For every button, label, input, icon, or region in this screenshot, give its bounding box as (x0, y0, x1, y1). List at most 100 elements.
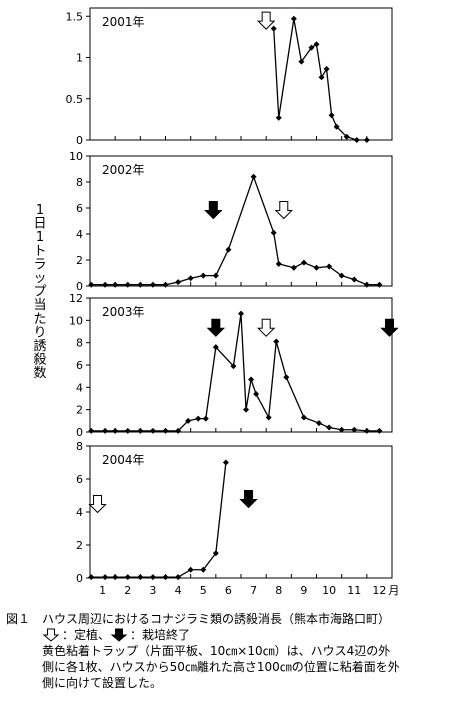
data-point (230, 363, 237, 370)
series-line (91, 176, 380, 286)
data-point (363, 137, 370, 143)
x-tick-label: 11 (347, 584, 361, 597)
y-tick-label: 12 (69, 292, 83, 305)
data-point (222, 459, 229, 466)
year-label: 2001年 (102, 15, 145, 29)
data-point (328, 112, 335, 119)
data-point (137, 574, 144, 581)
data-point (363, 281, 370, 288)
data-point (88, 427, 95, 434)
data-point (137, 427, 144, 434)
y-tick-label: 0 (76, 572, 83, 585)
data-point (270, 25, 277, 32)
y-tick-label: 2 (76, 404, 83, 417)
data-point (290, 15, 297, 22)
y-tick-label: 0 (76, 280, 83, 293)
data-point (376, 427, 383, 434)
data-point (253, 391, 260, 398)
chart-panel: 0 2 4 6 8 10 2002年 (69, 150, 393, 293)
x-tick-label: 1 (99, 584, 106, 597)
data-point (162, 281, 169, 288)
data-point (124, 427, 131, 434)
chart-panel: 0 2 4 6 8 10 12 2003年 (69, 292, 399, 439)
data-point (243, 406, 250, 413)
x-tick-label: 6 (225, 584, 232, 597)
data-point (149, 574, 156, 581)
data-point (112, 281, 119, 288)
data-point (351, 426, 358, 433)
chart-panel: 0 2 4 6 8 2004年 (76, 440, 393, 585)
y-tick-label: 10 (69, 150, 83, 163)
y-tick-label: 8 (76, 440, 83, 453)
y-axis-label-char: 1 (36, 230, 44, 245)
y-tick-label: 1 (76, 52, 83, 65)
data-point (318, 74, 325, 81)
y-tick-label: 4 (76, 381, 83, 394)
data-point (248, 376, 255, 383)
y-axis-label-char: 1 (36, 203, 44, 218)
data-point (326, 424, 333, 431)
y-axis-label-char: 日 (33, 217, 46, 232)
caption-note-line: 黄色粘着トラップ（片面平板、10㎝×10㎝）は、ハウス4辺の外 (42, 644, 391, 658)
y-tick-label: 0.5 (66, 93, 84, 106)
y-tick-label: 2 (76, 254, 83, 267)
data-point (225, 246, 232, 253)
y-axis-label-char: ラ (33, 257, 46, 272)
y-axis-label-char: プ (33, 285, 46, 300)
data-point (175, 427, 182, 434)
data-point (112, 427, 119, 434)
data-point (212, 272, 219, 279)
end-arrow-icon (206, 318, 226, 337)
y-tick-label: 2 (76, 539, 83, 552)
x-tick-label: 8 (275, 584, 282, 597)
data-point (363, 427, 370, 434)
data-point (338, 426, 345, 433)
data-point (212, 344, 219, 351)
y-axis-label-char: ト (33, 244, 46, 259)
data-point (300, 259, 307, 266)
planting-arrow-icon (256, 318, 276, 337)
data-point (187, 566, 194, 573)
data-point (175, 574, 182, 581)
data-point (124, 281, 131, 288)
x-tick-label: 7 (250, 584, 257, 597)
data-point (326, 263, 333, 270)
data-point (290, 264, 297, 271)
y-axis-label-char: 誘 (33, 339, 46, 354)
end-arrow-icon (110, 628, 128, 642)
data-point (283, 374, 290, 381)
data-point (195, 415, 202, 422)
data-point (185, 417, 192, 424)
data-point (162, 574, 169, 581)
x-tick-label: 2 (124, 584, 131, 597)
data-point (343, 133, 350, 140)
data-point (200, 272, 207, 279)
x-axis-labels: 1 2 3 4 5 6 7 8 9 10 11 12 月 (99, 584, 399, 597)
data-point (112, 574, 119, 581)
planting-arrow-icon (42, 628, 60, 642)
data-point (308, 44, 315, 51)
y-tick-label: 8 (76, 337, 83, 350)
data-point (265, 414, 272, 421)
data-point (88, 574, 95, 581)
y-tick-label: 6 (76, 202, 83, 215)
x-tick-label: 10 (322, 584, 336, 597)
legend-planting-label: ：定植、 (62, 628, 111, 642)
x-unit-label: 月 (388, 584, 399, 597)
data-point (298, 58, 305, 65)
end-arrow-icon (380, 318, 399, 337)
data-point (102, 281, 109, 288)
data-point (149, 281, 156, 288)
year-label: 2002年 (102, 163, 145, 177)
data-point (124, 574, 131, 581)
data-point (102, 427, 109, 434)
y-axis-label-char: ッ (33, 271, 46, 286)
figure-chart: 1 日 1 トラップ当たり誘殺数 00.511.5 2001年02468102002年0… (33, 7, 399, 597)
series-line (91, 462, 227, 578)
data-point (162, 427, 169, 434)
data-point (338, 272, 345, 279)
data-point (275, 114, 282, 121)
y-axis-label-char: た (33, 312, 46, 327)
caption-title: 図１ ハウス周辺におけるコナジラミ類の誘殺消長（熊本市海路口町） (6, 612, 391, 626)
y-axis-label-char: 当 (33, 298, 46, 313)
